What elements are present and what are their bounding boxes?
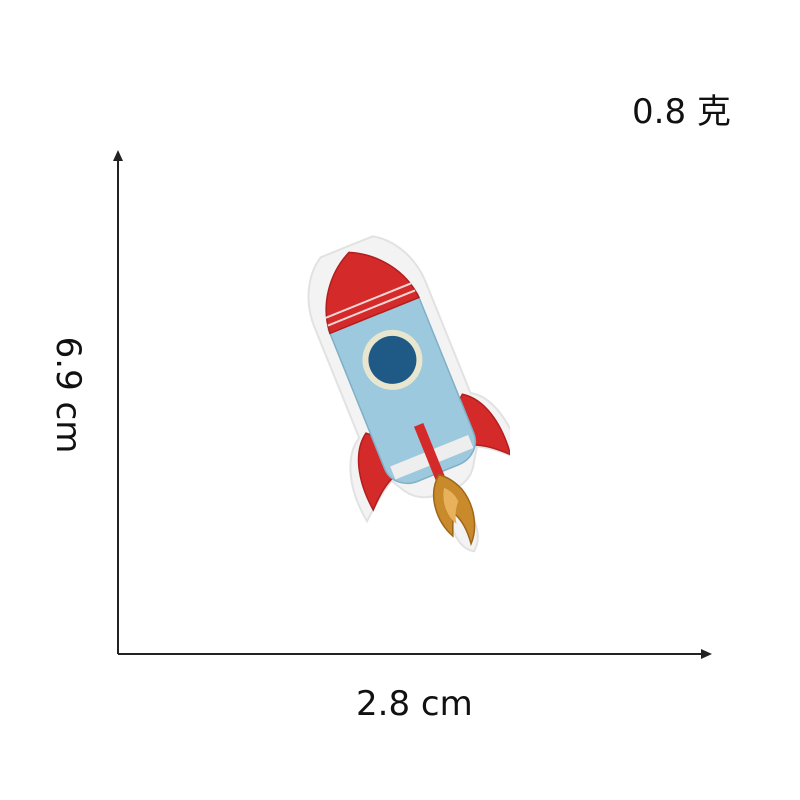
rocket-nose-cone xyxy=(325,251,420,335)
rocket-window xyxy=(368,335,417,384)
width-label: 2.8 cm xyxy=(356,684,473,724)
rocket-flame-inner xyxy=(443,487,459,524)
rocket-patch-image xyxy=(307,235,510,553)
weight-label: 0.8 克 xyxy=(632,92,731,132)
rocket-body xyxy=(327,292,477,485)
horizontal-axis-arrowhead xyxy=(701,649,712,659)
rocket-center-strip xyxy=(414,422,446,483)
vertical-axis-arrowhead xyxy=(113,150,123,161)
nose-stripe xyxy=(327,289,416,327)
height-label-text: 6.9 cm xyxy=(48,336,88,454)
nose-stripe xyxy=(325,282,412,319)
